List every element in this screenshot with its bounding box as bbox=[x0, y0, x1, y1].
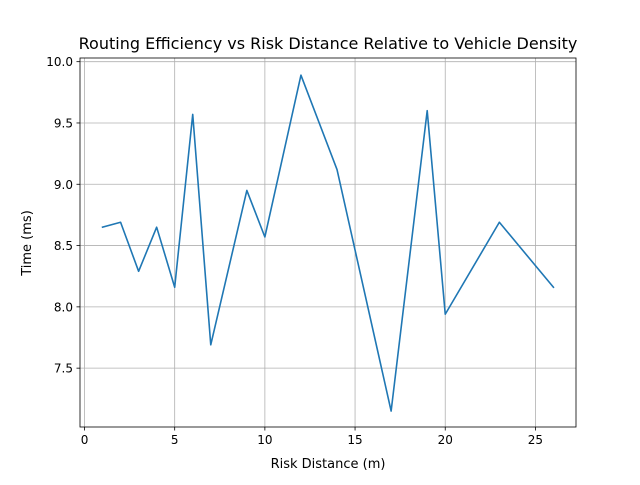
x-tick-label: 0 bbox=[81, 433, 89, 447]
x-tick-label: 10 bbox=[257, 433, 272, 447]
series-line bbox=[101, 74, 555, 412]
y-tick-label: 10.0 bbox=[46, 55, 73, 69]
grid-lines bbox=[80, 58, 576, 427]
y-axis-label: Time (ms) bbox=[20, 210, 35, 277]
x-tick-label: 20 bbox=[438, 433, 453, 447]
series-group bbox=[101, 74, 555, 412]
y-tick-label: 8.0 bbox=[54, 300, 73, 314]
axis-ticks: 0 5 10 15 20 25 7.5 8.0 8.5 9.0 9.5 10.0 bbox=[46, 55, 543, 447]
y-tick-label: 9.0 bbox=[54, 178, 73, 192]
x-axis-label: Risk Distance (m) bbox=[271, 457, 386, 472]
chart-title: Routing Efficiency vs Risk Distance Rela… bbox=[79, 34, 578, 53]
y-tick-label: 9.5 bbox=[54, 116, 73, 130]
y-tick-label: 7.5 bbox=[54, 362, 73, 376]
x-tick-label: 5 bbox=[171, 433, 179, 447]
y-tick-label: 8.5 bbox=[54, 239, 73, 253]
x-tick-label: 25 bbox=[528, 433, 543, 447]
plot-frame bbox=[79, 57, 577, 428]
x-tick-label: 15 bbox=[347, 433, 362, 447]
